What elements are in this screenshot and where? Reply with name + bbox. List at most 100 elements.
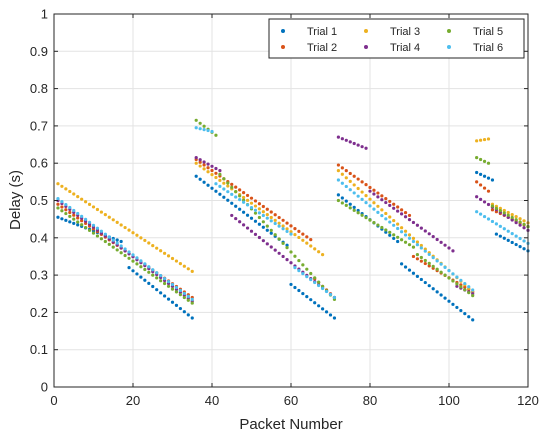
data-point (352, 141, 356, 146)
data-point (234, 216, 238, 221)
data-point (170, 300, 175, 304)
data-point (214, 166, 218, 171)
data-point (451, 302, 455, 306)
data-point (396, 226, 400, 231)
data-point (174, 290, 179, 294)
data-point (423, 229, 427, 233)
data-point (131, 253, 135, 257)
data-point (392, 202, 396, 206)
data-point (87, 228, 92, 232)
data-point (289, 232, 293, 236)
y-tick-label: 0 (41, 380, 48, 395)
data-point (305, 295, 309, 299)
data-point (147, 281, 151, 285)
data-point (87, 220, 92, 224)
data-point (123, 247, 127, 251)
data-point (510, 232, 514, 236)
data-point (293, 285, 297, 290)
data-point (455, 305, 459, 310)
data-point (84, 225, 88, 230)
data-point (60, 217, 64, 221)
data-point (443, 296, 447, 300)
data-point (242, 195, 246, 200)
data-point (273, 213, 277, 217)
data-point (174, 285, 179, 290)
data-point (166, 279, 171, 284)
data-point (202, 128, 206, 132)
data-point (435, 267, 439, 271)
data-point (427, 252, 431, 257)
y-tick-label: 0.5 (30, 193, 48, 208)
data-point (475, 156, 479, 160)
data-point (356, 208, 360, 213)
data-point (372, 188, 376, 192)
data-point (475, 195, 479, 199)
data-point (305, 241, 309, 245)
data-point (471, 318, 475, 322)
data-point (182, 295, 186, 300)
data-point (166, 284, 171, 288)
data-point (253, 204, 258, 208)
data-point (64, 187, 68, 191)
data-point (332, 295, 337, 300)
data-point (56, 206, 60, 210)
data-point (84, 200, 88, 204)
data-point (479, 197, 483, 201)
data-point (435, 290, 439, 294)
data-point (76, 220, 80, 224)
data-point (451, 272, 455, 276)
data-point (238, 188, 242, 192)
data-point (384, 228, 388, 232)
data-point (384, 217, 388, 221)
data-point (356, 186, 360, 191)
data-point (431, 235, 435, 239)
data-point (514, 242, 518, 247)
data-point (178, 288, 182, 293)
data-point (344, 184, 348, 189)
data-point (455, 275, 459, 279)
data-point (76, 211, 80, 216)
data-point (72, 221, 76, 225)
legend-label: Trial 3 (390, 26, 420, 38)
data-point (490, 204, 495, 208)
data-point (384, 200, 388, 205)
data-point (84, 221, 88, 226)
data-point (336, 163, 340, 167)
data-point (261, 220, 265, 224)
data-point (479, 138, 483, 142)
data-point (103, 213, 107, 217)
data-point (269, 245, 273, 249)
legend-label: Trial 2 (307, 42, 337, 54)
data-point (218, 172, 222, 176)
data-point (95, 207, 100, 212)
data-point (170, 282, 175, 287)
data-point (245, 226, 250, 230)
data-point (147, 265, 151, 269)
data-point (522, 247, 526, 251)
data-point (475, 210, 479, 214)
data-point (510, 240, 514, 245)
data-point (368, 185, 372, 190)
data-point (392, 223, 396, 227)
data-point (411, 239, 416, 244)
data-point (230, 201, 234, 205)
data-point (76, 195, 80, 199)
data-point (245, 193, 250, 198)
data-point (344, 176, 348, 180)
data-point (218, 178, 222, 182)
data-point (486, 202, 491, 207)
data-point (139, 265, 143, 269)
data-point (506, 215, 510, 220)
data-point (297, 269, 301, 273)
data-point (202, 180, 206, 184)
series-trial-6 (56, 126, 530, 301)
data-point (309, 238, 313, 242)
y-tick-label: 0.8 (30, 81, 48, 96)
data-point (60, 200, 64, 204)
data-point (494, 232, 498, 236)
data-point (443, 243, 447, 247)
data-point (305, 267, 309, 271)
data-point (415, 252, 419, 257)
data-point (475, 139, 479, 143)
